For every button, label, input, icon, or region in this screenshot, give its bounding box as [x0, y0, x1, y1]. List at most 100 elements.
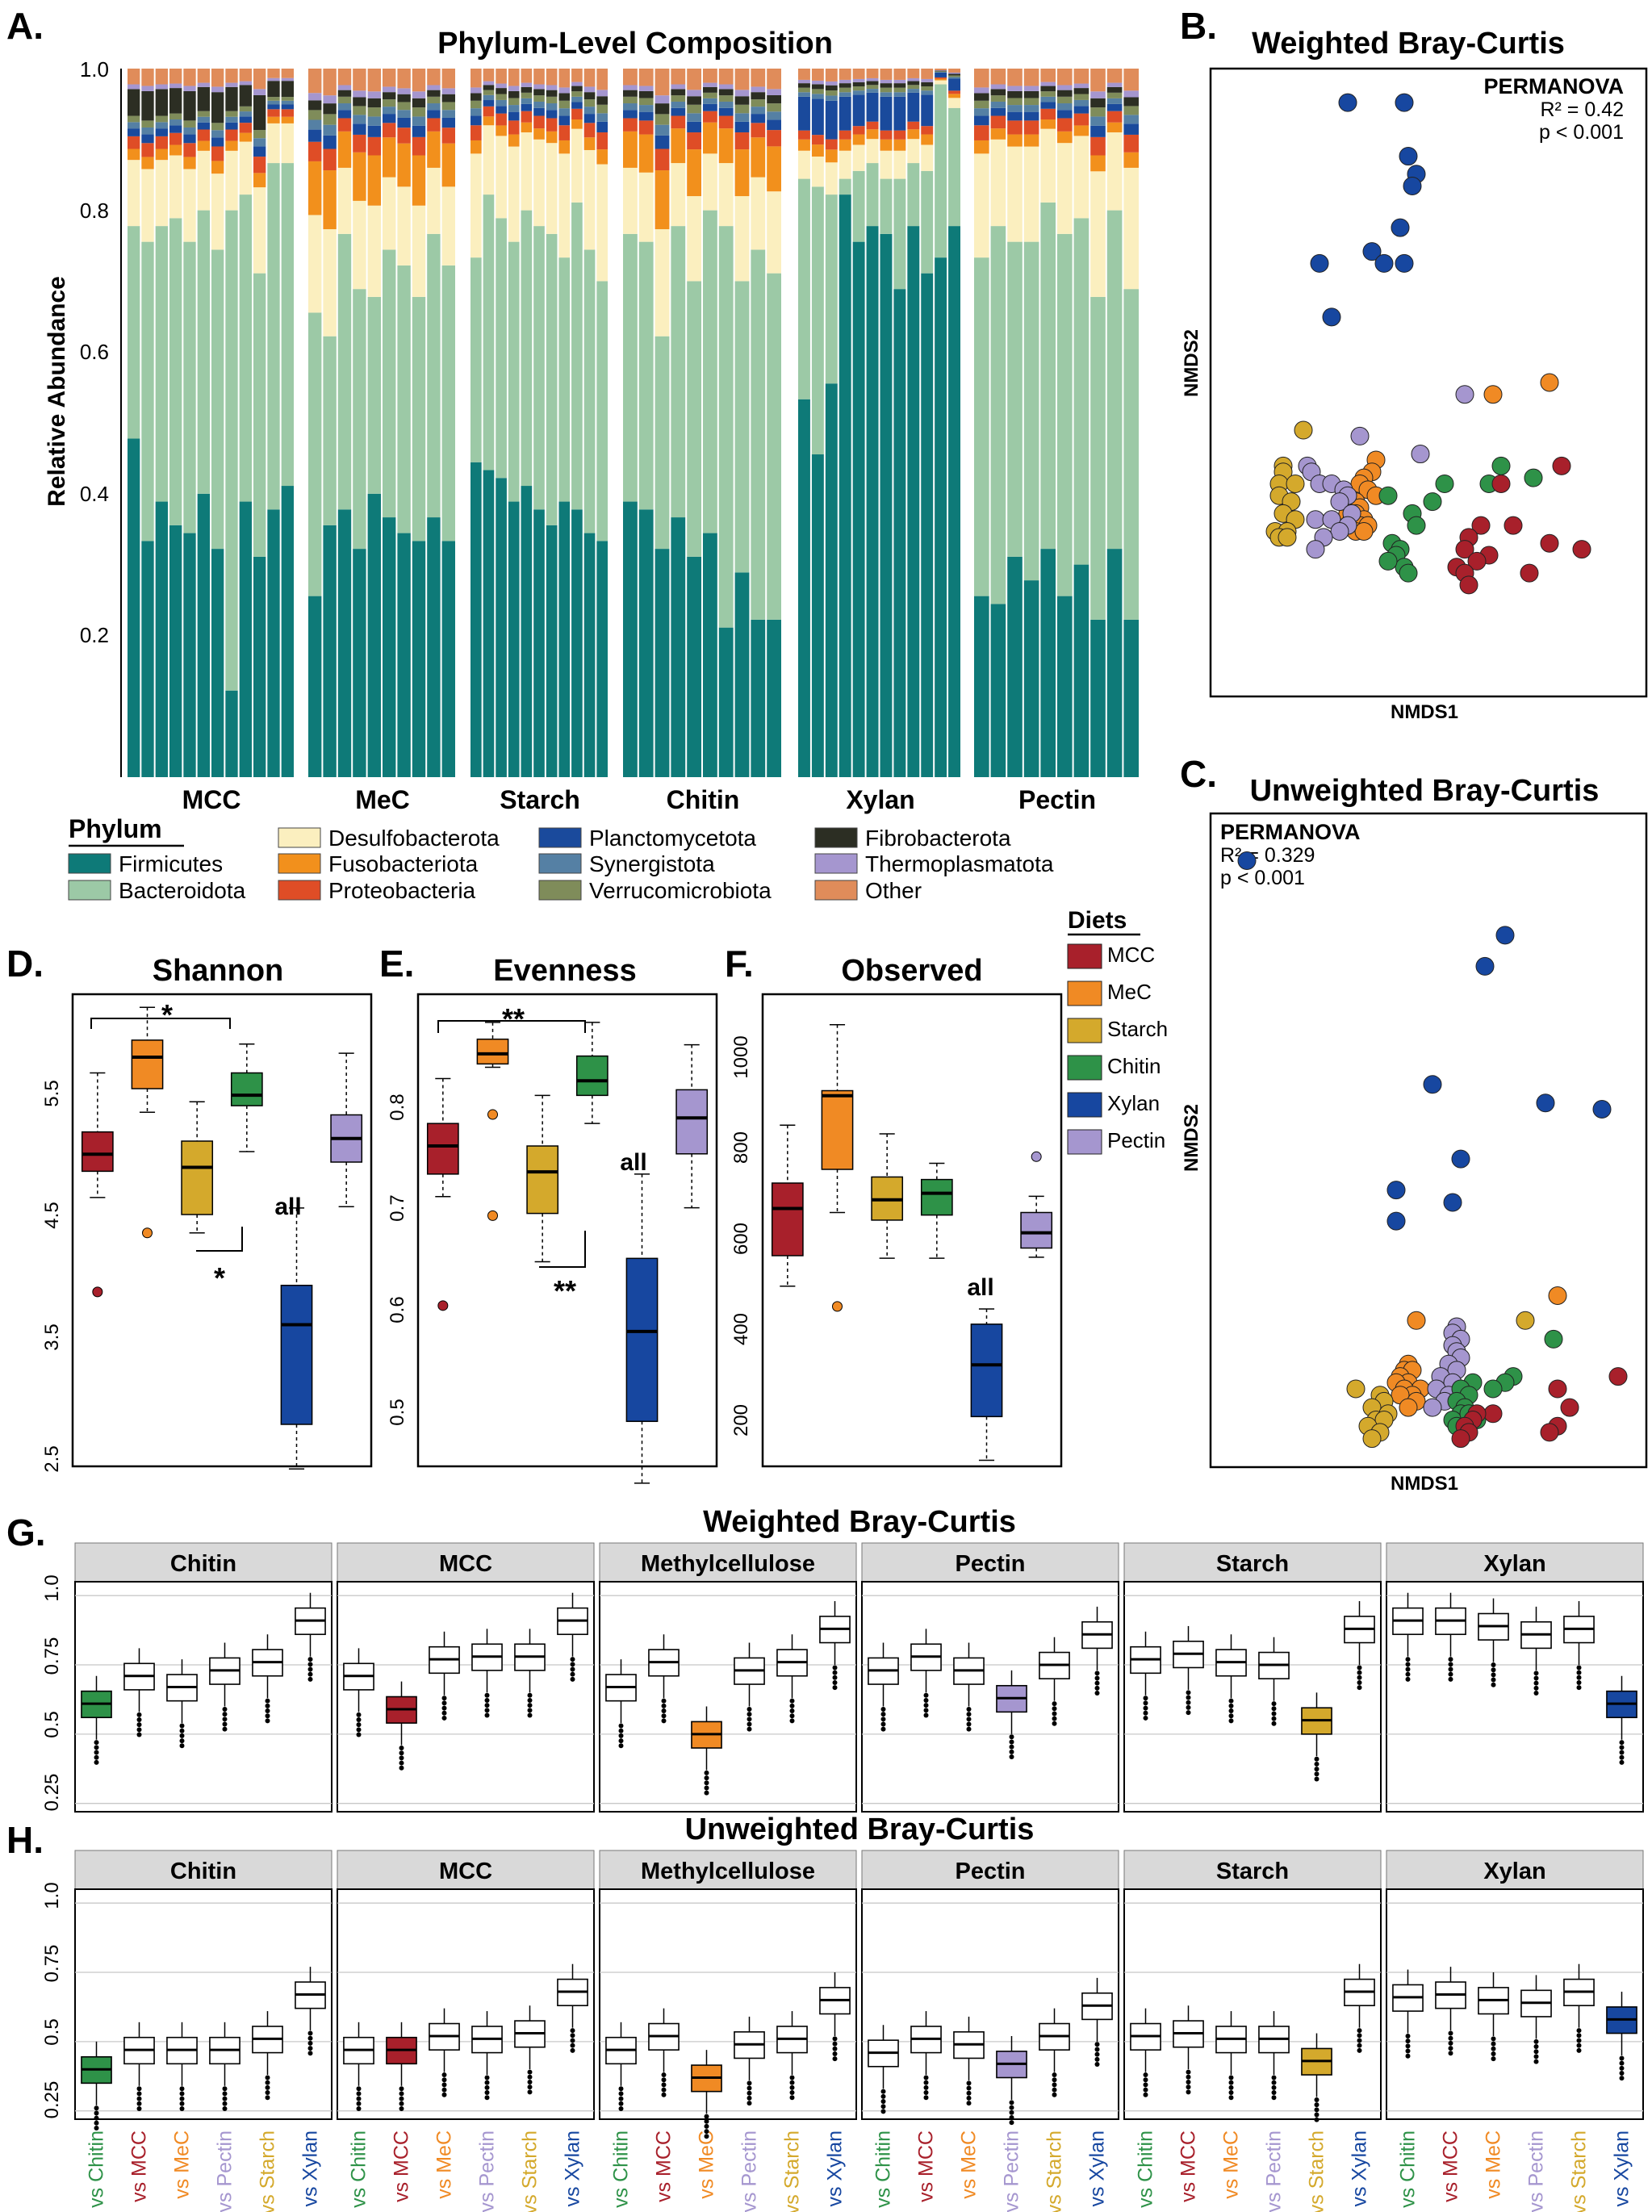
bar-proteobacteria-pectin-5 — [1040, 108, 1056, 120]
facet-outlier-pectin-chitin — [880, 2109, 886, 2114]
bar-desulfobacterota-xylan-4 — [839, 150, 851, 179]
facet-outlier-mcc-mcc — [399, 2086, 404, 2092]
bar-planctomycetota-mcc-5 — [183, 134, 196, 144]
facet-outlier-methylcellulose-mec — [704, 1780, 709, 1786]
bar-planctomycetota-starch-9 — [571, 102, 583, 109]
facet-outlier-methylcellulose-xylan — [832, 2041, 838, 2047]
panel-b-stat-p: p < 0.001 — [1539, 121, 1624, 144]
bar-synergistota-mec-6 — [383, 107, 396, 115]
bar-synergistota-starch-10 — [583, 107, 596, 115]
bar-synergistota-mcc-8 — [225, 116, 238, 123]
panel-d-frame — [71, 993, 373, 1468]
bar-fusobacteriota-chitin-5 — [687, 149, 701, 197]
xtick-label-starch-mec: vs MeC — [1220, 2130, 1243, 2199]
bar-bacteroidota-starch-3 — [496, 218, 507, 479]
bar-fusobacteriota-pectin-2 — [990, 128, 1006, 140]
bar-planctomycetota-chitin-6 — [703, 103, 717, 111]
bar-fibrobacterota-mcc-1 — [128, 89, 140, 116]
bar-verrucomicrobiota-mcc-11 — [267, 97, 280, 101]
facet-outlier-pectin-mcc — [923, 2084, 929, 2090]
facet-outlier-pectin-pectin — [1009, 2110, 1014, 2115]
point-starch-2 — [1346, 1379, 1366, 1399]
bar-fusobacteriota-xylan-6 — [866, 129, 879, 140]
bar-proteobacteria-mcc-5 — [183, 143, 196, 157]
bar-bacteroidota-mec-10 — [441, 265, 455, 542]
panel-g-ytick-1: 1.0 — [41, 1574, 63, 1601]
bar-planctomycetota-starch-7 — [546, 110, 558, 119]
facet-outlier-starch-mcc — [1186, 1700, 1191, 1705]
xtick-label-chitin-chitin: vs Chitin — [86, 2130, 108, 2208]
diet-legend-label-pectin: Pectin — [1107, 1128, 1165, 1152]
bar-desulfobacterota-mcc-9 — [239, 141, 252, 195]
panel-e-all-label: all — [620, 1149, 646, 1176]
bar-verrucomicrobiota-pectin-9 — [1106, 92, 1123, 98]
outlier-mcc-1 — [92, 1286, 103, 1298]
bar-planctomycetota-xylan-7 — [880, 96, 893, 131]
diets-legend: Diets MCC MeC Starch Chitin Xylan Pectin — [1067, 907, 1168, 1155]
bar-thermoplasmatota-starch-6 — [533, 84, 545, 90]
bar-proteobacteria-mcc-7 — [211, 146, 224, 161]
facet-outlier-xylan-starch — [1576, 1679, 1582, 1685]
facet-outlier-methylcellulose-chitin — [618, 2086, 624, 2092]
bar-desulfobacterota-mcc-7 — [211, 174, 224, 250]
bar-fibrobacterota-starch-3 — [496, 88, 507, 94]
bar-fusobacteriota-xylan-5 — [852, 134, 865, 145]
facet-outlier-starch-pectin — [1271, 1711, 1277, 1716]
facet-outlier-pectin-xylan — [1094, 1691, 1100, 1696]
facet-outlier-mcc-pectin — [484, 2095, 490, 2101]
panel-g-ytick-4: 0.25 — [41, 1774, 63, 1812]
bar-bacteroidota-xylan-10 — [921, 170, 934, 274]
bar-proteobacteria-starch-5 — [521, 111, 533, 123]
bar-thermoplasmatota-chitin-2 — [638, 86, 654, 91]
bar-fusobacteriota-xylan-1 — [798, 139, 810, 151]
facet-outlier-methylcellulose-starch — [789, 1718, 795, 1724]
bar-thermoplasmatota-mec-2 — [323, 95, 337, 104]
panel-a-ytick-5: 0.2 — [80, 623, 109, 647]
facet-outlier-methylcellulose-pectin — [747, 2095, 752, 2101]
bar-verrucomicrobiota-starch-9 — [571, 91, 583, 97]
bar-proteobacteria-starch-9 — [571, 108, 583, 120]
panel-d-sig-bracket-top — [90, 1018, 231, 1029]
bar-bacteroidota-starch-8 — [558, 257, 571, 502]
bar-other-mec-9 — [427, 69, 441, 86]
facet-outlier-chitin-pectin — [222, 2101, 228, 2106]
facet-outlier-starch-mec — [1228, 2080, 1234, 2085]
bar-planctomycetota-pectin-2 — [990, 107, 1006, 116]
bar-other-pectin-1 — [974, 69, 989, 88]
facet-outlier-methylcellulose-mcc — [661, 1713, 667, 1719]
facet-outlier-xylan-mec — [1491, 1672, 1496, 1678]
bar-desulfobacterota-xylan-10 — [921, 144, 934, 171]
panel-c-stat-p: p < 0.001 — [1220, 867, 1305, 889]
bar-bacteroidota-mec-1 — [308, 312, 322, 596]
panel-h-unweighted-facets: Unweighted Bray-Curtis 1.0 0.75 0.5 0.25… — [41, 1813, 1644, 2212]
facet-outlier-methylcellulose-pectin — [747, 2101, 752, 2106]
box-mec — [131, 1039, 164, 1089]
bar-planctomycetota-mcc-3 — [155, 128, 168, 136]
facet-outlier-starch-chitin — [1143, 2082, 1148, 2088]
panel-f-observed-boxplot: Observed 1000 800 600 400 200 all — [730, 954, 1063, 1468]
facet-outlier-starch-starch — [1314, 2102, 1320, 2108]
bar-firmicutes-starch-1 — [471, 462, 482, 777]
point-starch-5 — [1286, 474, 1305, 493]
group-label-xylan: Xylan — [846, 785, 914, 814]
facet-outlier-pectin-starch — [1052, 1711, 1057, 1716]
bar-fusobacteriota-mec-7 — [397, 143, 411, 187]
bar-fusobacteriota-starch-1 — [471, 140, 482, 154]
facet-outlier-xylan-xylan — [1619, 1740, 1625, 1746]
facet-outlier-methylcellulose-pectin — [747, 1716, 752, 1722]
facet-outlier-starch-mcc — [1186, 2089, 1191, 2095]
bar-verrucomicrobiota-mcc-7 — [211, 123, 224, 131]
facet-title-starch: Starch — [1216, 1859, 1289, 1884]
panel-e-ytick-1: 0.8 — [387, 1093, 408, 1120]
bar-bacteroidota-xylan-5 — [852, 170, 865, 242]
bar-thermoplasmatota-mec-8 — [412, 91, 426, 98]
facet-outlier-xylan-xylan — [1619, 1759, 1625, 1765]
bar-bacteroidota-starch-4 — [508, 241, 520, 502]
bar-other-mcc-3 — [155, 69, 168, 85]
facet-title-methylcellulose: Methylcellulose — [641, 1859, 815, 1884]
bar-firmicutes-mec-5 — [367, 493, 381, 777]
bar-desulfobacterota-chitin-8 — [734, 196, 750, 282]
bar-bacteroidota-chitin-7 — [718, 226, 734, 628]
facet-outlier-chitin-mcc — [136, 2101, 142, 2106]
facet-outlier-chitin-pectin — [222, 1712, 228, 1717]
